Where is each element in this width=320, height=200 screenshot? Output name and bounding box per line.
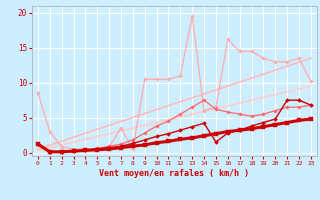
X-axis label: Vent moyen/en rafales ( km/h ): Vent moyen/en rafales ( km/h ) [100,169,249,178]
